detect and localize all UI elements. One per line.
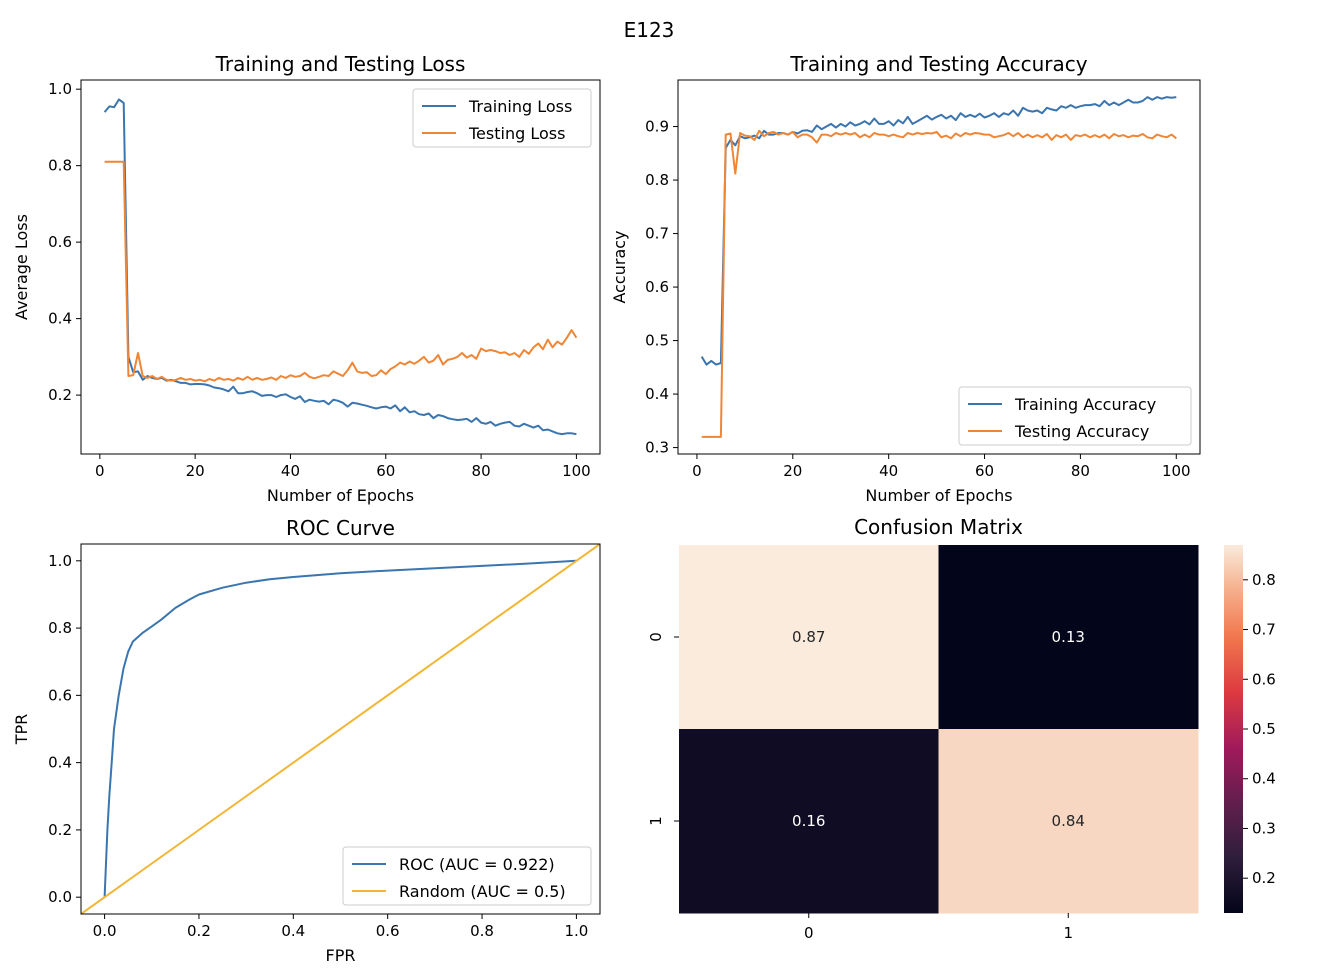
roc-x-tick-label: 0.8 bbox=[470, 922, 494, 940]
accuracy-x-tick-label: 20 bbox=[783, 462, 802, 480]
colorbar-tick-label: 0.4 bbox=[1252, 770, 1276, 788]
loss-y-tick-label: 0.2 bbox=[48, 386, 72, 404]
accuracy-x-axis-label: Number of Epochs bbox=[865, 486, 1012, 505]
accuracy-plot-frame bbox=[677, 79, 1201, 455]
heatmap-cell bbox=[938, 729, 1199, 914]
roc-y-tick-label: 0.4 bbox=[48, 754, 72, 772]
loss-title: Training and Testing Loss bbox=[215, 52, 466, 76]
roc-x-tick-label: 0.4 bbox=[281, 922, 305, 940]
loss-x-tick-label: 100 bbox=[562, 462, 591, 480]
heatmap-cell-value: 0.13 bbox=[1052, 628, 1085, 646]
accuracy-chart: 0 20 40 60 80 100 0.3 0.4 0.5 0.6 0.7 0.8 0.9 Trainin… bbox=[610, 52, 1201, 505]
roc-plot-frame bbox=[80, 543, 601, 915]
accuracy-series-line-1 bbox=[701, 129, 1177, 438]
confusion-title: Confusion Matrix bbox=[854, 515, 1023, 539]
accuracy-series-group bbox=[700, 96, 1177, 438]
loss-legend-label-0: Training Loss bbox=[468, 97, 572, 116]
heatmap-cell bbox=[679, 729, 939, 914]
accuracy-title: Training and Testing Accuracy bbox=[789, 52, 1087, 76]
heatmap-cell-value: 0.16 bbox=[792, 812, 825, 830]
heatmap-col-label: 1 bbox=[1063, 924, 1073, 942]
roc-x-tick-label: 0.0 bbox=[93, 922, 117, 940]
accuracy-y-tick-label: 0.5 bbox=[645, 332, 669, 350]
roc-x-tick-label: 0.6 bbox=[376, 922, 400, 940]
roc-x-axis-label: FPR bbox=[326, 946, 356, 965]
heatmap-cell bbox=[679, 545, 939, 730]
roc-legend-label-0: ROC (AUC = 0.922) bbox=[399, 855, 555, 874]
loss-plot-frame bbox=[80, 79, 601, 455]
colorbar-tick-label: 0.7 bbox=[1252, 621, 1276, 639]
accuracy-legend-label-1: Testing Accuracy bbox=[1014, 422, 1149, 441]
accuracy-y-tick-label: 0.6 bbox=[645, 278, 669, 296]
accuracy-y-tick-label: 0.8 bbox=[645, 171, 669, 189]
roc-chart: 0.0 0.2 0.4 0.6 0.8 1.0 0.0 0.2 0.4 0.6 0.8 1.0 ROC … bbox=[12, 516, 601, 965]
roc-series-line-0 bbox=[103, 559, 577, 898]
roc-y-tick-label: 0.8 bbox=[48, 619, 72, 637]
loss-y-axis-label: Average Loss bbox=[12, 214, 31, 320]
accuracy-legend-label-0: Training Accuracy bbox=[1014, 395, 1156, 414]
loss-x-tick-label: 60 bbox=[376, 462, 395, 480]
roc-x-tick-label: 0.2 bbox=[187, 922, 211, 940]
roc-y-tick-label: 1.0 bbox=[48, 552, 72, 570]
loss-series-group bbox=[103, 98, 578, 436]
figure-title: E123 bbox=[624, 18, 675, 42]
accuracy-x-tick-label: 0 bbox=[692, 462, 702, 480]
accuracy-y-tick-label: 0.7 bbox=[645, 225, 669, 243]
loss-y-tick-label: 1.0 bbox=[48, 80, 72, 98]
loss-x-tick-label: 40 bbox=[281, 462, 300, 480]
heatmap-row-label: 0 bbox=[647, 632, 665, 642]
roc-series-group bbox=[81, 544, 600, 914]
loss-x-tick-label: 0 bbox=[95, 462, 105, 480]
roc-legend: ROC (AUC = 0.922) Random (AUC = 0.5) bbox=[342, 846, 592, 906]
roc-legend-box bbox=[342, 846, 592, 906]
loss-chart: 0 20 40 60 80 100 0.2 0.4 0.6 0.8 1.0 Training and … bbox=[12, 52, 601, 505]
colorbar-tick-label: 0.8 bbox=[1252, 571, 1276, 589]
accuracy-y-tick-label: 0.9 bbox=[645, 118, 669, 136]
accuracy-x-tick-label: 40 bbox=[879, 462, 898, 480]
roc-legend-label-1: Random (AUC = 0.5) bbox=[399, 882, 566, 901]
colorbar-tick-label: 0.2 bbox=[1252, 869, 1276, 887]
loss-series-line-1 bbox=[104, 160, 578, 383]
colorbar-tick-label: 0.5 bbox=[1252, 720, 1276, 738]
roc-y-axis-label: TPR bbox=[12, 714, 31, 746]
accuracy-series-line-0 bbox=[700, 96, 1177, 366]
accuracy-x-tick-label: 80 bbox=[1071, 462, 1090, 480]
loss-x-tick-label: 20 bbox=[186, 462, 205, 480]
heatmap-cell bbox=[938, 545, 1199, 730]
accuracy-legend-box bbox=[958, 386, 1192, 446]
roc-series-line-1 bbox=[81, 544, 600, 914]
accuracy-y-tick-label: 0.3 bbox=[645, 439, 669, 457]
heatmap-row-label: 1 bbox=[647, 816, 665, 826]
loss-x-tick-label: 80 bbox=[472, 462, 491, 480]
accuracy-y-tick-label: 0.4 bbox=[645, 385, 669, 403]
colorbar bbox=[1224, 545, 1243, 913]
loss-legend-label-1: Testing Loss bbox=[468, 124, 565, 143]
confusion-matrix-chart: 0.87 0.13 0.16 0.84 0 1 0 1 Confusion Matrix 0.2 0… bbox=[647, 515, 1276, 942]
loss-legend: Training Loss Testing Loss bbox=[412, 88, 592, 148]
heatmap-col-label: 0 bbox=[804, 924, 814, 942]
roc-y-tick-label: 0.6 bbox=[48, 686, 72, 704]
accuracy-x-tick-label: 60 bbox=[975, 462, 994, 480]
loss-y-tick-label: 0.6 bbox=[48, 233, 72, 251]
roc-x-tick-label: 1.0 bbox=[564, 922, 588, 940]
accuracy-x-tick-label: 100 bbox=[1162, 462, 1191, 480]
roc-title: ROC Curve bbox=[286, 516, 395, 540]
roc-y-tick-label: 0.2 bbox=[48, 821, 72, 839]
loss-y-tick-label: 0.4 bbox=[48, 310, 72, 328]
heatmap-cell-value: 0.84 bbox=[1052, 812, 1085, 830]
accuracy-y-axis-label: Accuracy bbox=[610, 230, 629, 303]
loss-x-axis-label: Number of Epochs bbox=[267, 486, 414, 505]
loss-legend-box bbox=[412, 88, 592, 148]
colorbar-tick-label: 0.3 bbox=[1252, 819, 1276, 837]
accuracy-legend: Training Accuracy Testing Accuracy bbox=[958, 386, 1192, 446]
heatmap-cell-value: 0.87 bbox=[792, 628, 825, 646]
loss-series-line-0 bbox=[103, 98, 577, 436]
roc-y-tick-label: 0.0 bbox=[48, 888, 72, 906]
loss-y-tick-label: 0.8 bbox=[48, 157, 72, 175]
colorbar-tick-label: 0.6 bbox=[1252, 670, 1276, 688]
